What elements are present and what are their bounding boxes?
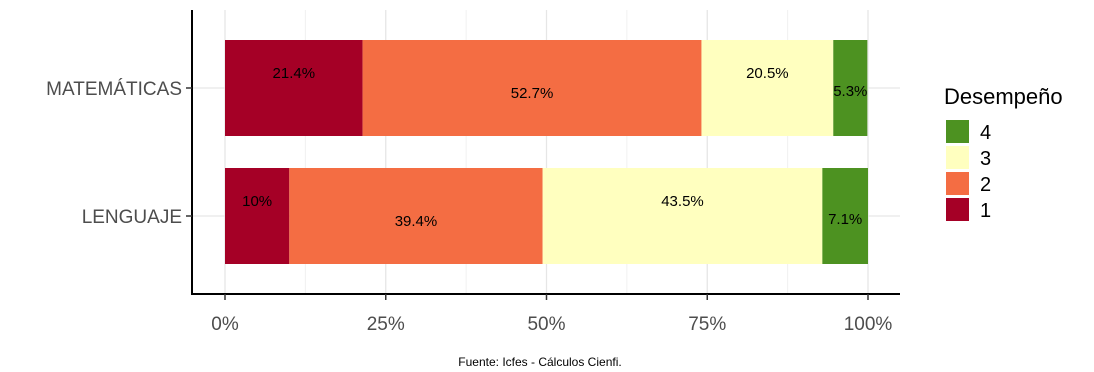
legend: Desempeño 4 3 2 1 [944,84,1063,222]
data-label: 21.4% [273,65,316,82]
legend-label: 4 [980,122,991,144]
bar-segment-1-lenguaje [225,168,290,264]
bar-segment-2-matematicas [362,40,702,136]
caption: Fuente: Icfes - Cálculos Cienfi. [458,355,621,369]
legend-swatch-1 [946,198,969,221]
data-label: 7.1% [828,211,862,228]
bar-segment-2-lenguaje [289,168,543,264]
category-label: LENGUAJE [82,207,182,228]
bar-segment-4-lenguaje [822,168,868,264]
legend-label: 1 [980,200,991,222]
bar-labels: 21.4% 52.7% 20.5% 5.3% 10% 39.4% 43.5% 7.1% [242,65,867,230]
axes: MATEMÁTICAS LENGUAJE 0% 25% 50% 75% 100% [46,10,900,335]
data-label: 52.7% [511,85,554,102]
bar-segment-4-matematicas [833,40,868,136]
legend-label: 3 [980,148,991,170]
data-label: 5.3% [833,83,867,100]
data-label: 43.5% [661,193,704,210]
legend-label: 2 [980,174,991,196]
bar-segment-3-lenguaje [542,168,823,264]
x-tick-label: 50% [527,314,565,335]
x-tick-label: 75% [688,314,726,335]
x-tick-label: 25% [367,314,405,335]
legend-swatch-3 [946,146,969,169]
bars [225,40,868,264]
legend-swatch-2 [946,172,969,195]
x-tick-label: 100% [844,314,893,335]
data-label: 10% [242,193,272,210]
bar-segment-1-matematicas [225,40,363,136]
x-tick-label: 0% [211,314,239,335]
category-label: MATEMÁTICAS [46,79,182,100]
data-label: 20.5% [746,65,789,82]
legend-title: Desempeño [944,84,1063,109]
data-label: 39.4% [395,213,438,230]
legend-swatch-4 [946,120,969,143]
bar-segment-3-matematicas [701,40,834,136]
